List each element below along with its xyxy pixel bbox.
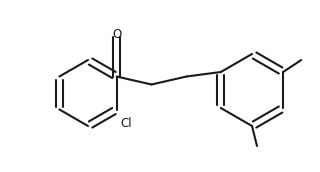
Text: Cl: Cl (121, 117, 132, 130)
Text: O: O (112, 28, 121, 40)
